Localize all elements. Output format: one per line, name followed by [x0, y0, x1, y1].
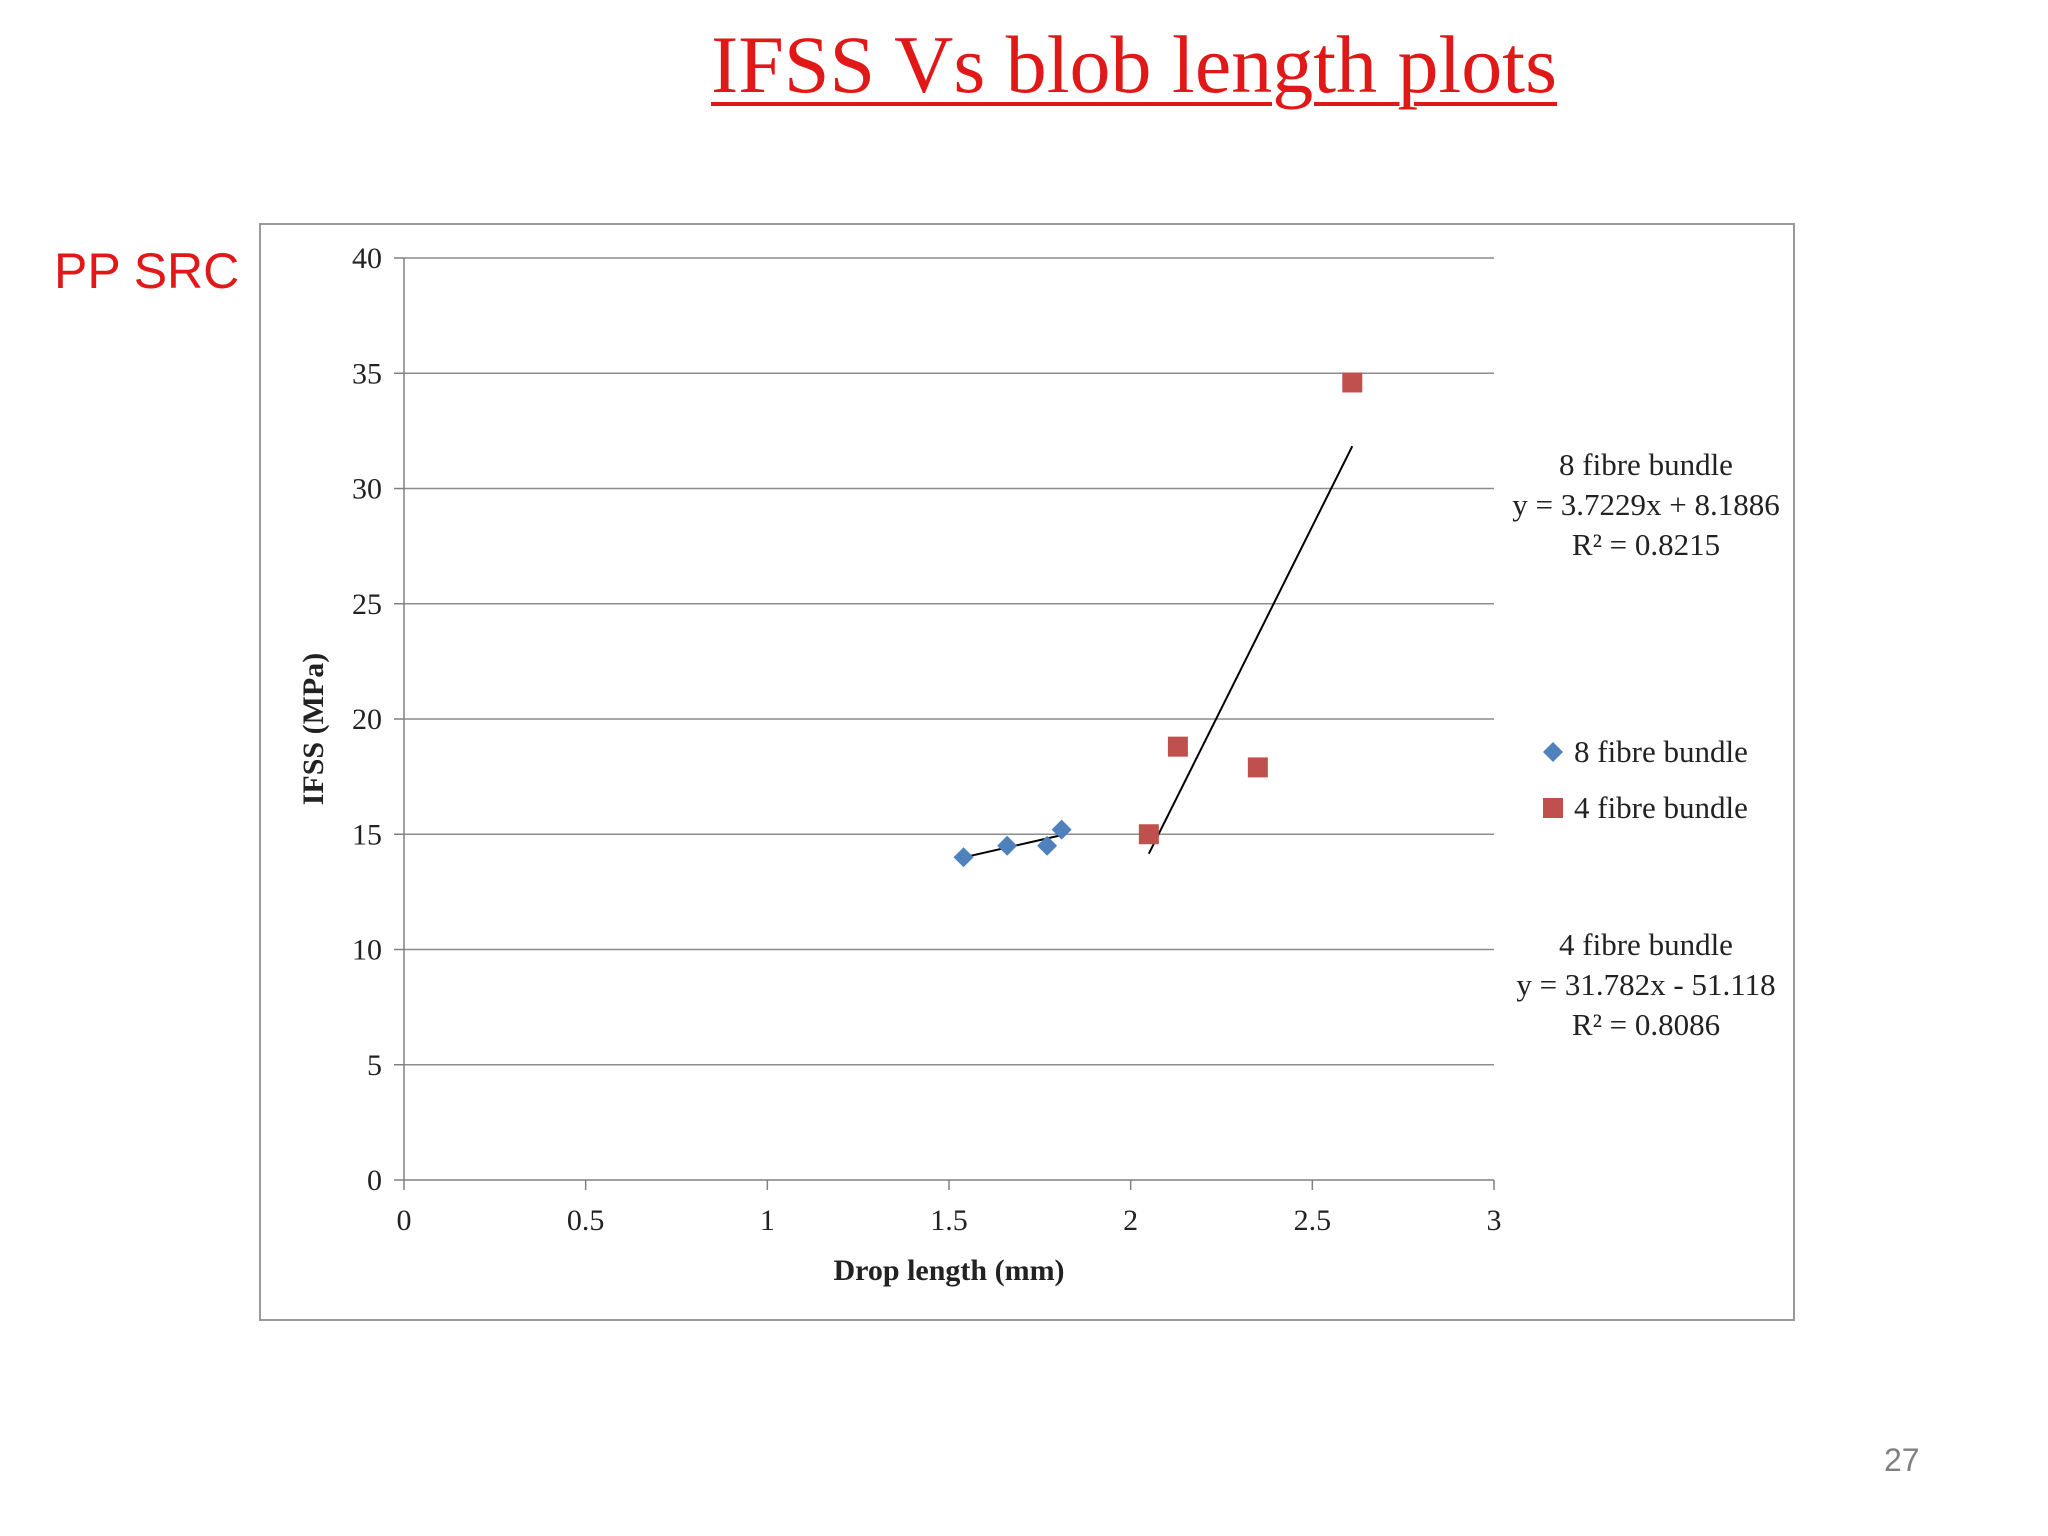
- series2-equation-r2: R² = 0.8086: [1571, 1007, 1721, 1042]
- x-tick-label: 2.5: [1294, 1204, 1332, 1237]
- y-tick-label: 25: [352, 588, 382, 621]
- series1-equation: 8 fibre bundle y = 3.7229x + 8.1886 R² =…: [1476, 445, 1816, 565]
- x-tick-label: 3: [1487, 1204, 1502, 1237]
- data-point-series2: [1247, 757, 1268, 778]
- scatter-chart: 0 5 10 15 20 25 30 35 40 0 0.5 1 1.5 2 2.5 3 Drop length…: [297, 242, 1502, 1287]
- data-point-series1: [953, 847, 974, 868]
- series1-equation-r2: R² = 0.8215: [1571, 527, 1721, 562]
- data-point-series1: [1037, 835, 1058, 856]
- data-point-series1: [1051, 819, 1072, 840]
- legend-item-series2: 4 fibre bundle: [1542, 780, 1748, 836]
- y-tick-label: 40: [352, 242, 382, 275]
- data-point-series2: [1138, 824, 1159, 845]
- data-point-series2: [1342, 372, 1363, 393]
- x-tick-label: 1.5: [930, 1204, 968, 1237]
- trendline-series2: [1147, 445, 1354, 855]
- chart-frame: 0 5 10 15 20 25 30 35 40 0 0.5 1 1.5 2 2.5 3 Drop length…: [259, 223, 1795, 1321]
- y-tick-label: 30: [352, 473, 382, 506]
- y-tick-label: 0: [367, 1164, 382, 1197]
- side-label: PP SRC: [54, 243, 240, 299]
- x-tick-label: 2: [1123, 1204, 1138, 1237]
- data-point-series2: [1167, 736, 1188, 757]
- y-axis-label: IFSS (MPa): [297, 653, 330, 806]
- series2-equation-title: 4 fibre bundle: [1559, 927, 1733, 962]
- legend-item-series1: 8 fibre bundle: [1542, 724, 1748, 780]
- series2-equation-formula: y = 31.782x - 51.118: [1516, 967, 1776, 1002]
- data-point-series1: [997, 835, 1018, 856]
- y-tick-label: 35: [352, 357, 382, 390]
- legend-label-series1: 8 fibre bundle: [1574, 734, 1748, 769]
- chart-legend: 8 fibre bundle 4 fibre bundle: [1542, 724, 1748, 836]
- legend-label-series2: 4 fibre bundle: [1574, 790, 1748, 825]
- x-tick-label: 1: [760, 1204, 775, 1237]
- series1-equation-formula: y = 3.7229x + 8.1886: [1512, 487, 1780, 522]
- y-tick-label: 10: [352, 934, 382, 967]
- series2-equation: 4 fibre bundle y = 31.782x - 51.118 R² =…: [1476, 925, 1816, 1045]
- x-axis-label: Drop length (mm): [833, 1254, 1064, 1287]
- x-tick-label: 0.5: [567, 1204, 605, 1237]
- square-marker-icon: [1543, 798, 1563, 818]
- y-tick-label: 5: [367, 1049, 382, 1082]
- page-number: 27: [1884, 1442, 1920, 1478]
- series1-equation-title: 8 fibre bundle: [1559, 447, 1733, 482]
- x-tick-label: 0: [397, 1204, 412, 1237]
- y-tick-label: 20: [352, 703, 382, 736]
- diamond-marker-icon: [1543, 742, 1563, 762]
- y-tick-label: 15: [352, 818, 382, 851]
- slide-title: IFSS Vs blob length plots: [711, 19, 1557, 110]
